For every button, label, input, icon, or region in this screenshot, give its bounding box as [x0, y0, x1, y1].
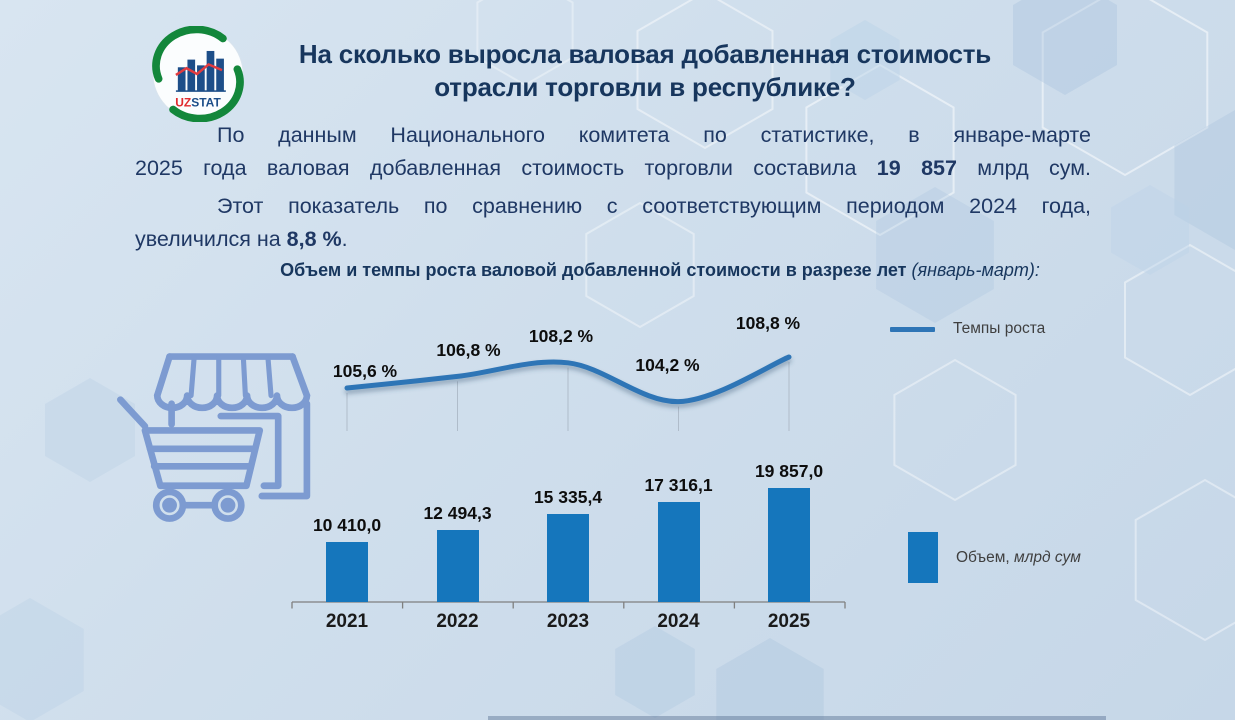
body-paragraph-2-line-2: увеличился на 8,8 %.: [135, 223, 1091, 256]
bar-value-label-2025: 19 857,0: [754, 460, 824, 481]
bar-2021: [326, 542, 368, 602]
p2-text: увеличился на: [135, 226, 287, 251]
x-axis-label-2025: 2025: [767, 611, 811, 632]
svg-text:UZSTAT: UZSTAT: [175, 96, 221, 110]
uzstat-logo-icon: UZSTAT: [152, 25, 244, 123]
chart-title-main: Объем и темпы роста валовой добавленной …: [280, 260, 912, 280]
x-axis-label-2021: 2021: [325, 611, 369, 632]
bottom-accent-bar: [488, 716, 1106, 720]
chart-title: Объем и темпы роста валовой добавленной …: [85, 260, 1235, 281]
p1-bold-value: 19 857: [876, 155, 957, 180]
p1-text-end: млрд сум.: [956, 155, 1092, 180]
line-point-label-2021: 105,6 %: [332, 361, 398, 381]
line-point-label-2022: 106,8 %: [436, 340, 501, 360]
bar-2022: [436, 530, 479, 602]
logo-text-stat: STAT: [191, 96, 221, 110]
body-text: По данным Национального комитета по стат…: [135, 119, 1091, 255]
bar-value-label-2021: 10 410,0: [312, 515, 382, 535]
legend-growth-rate: Темпы роста: [890, 320, 1045, 338]
chart-title-period: (январь-март):: [911, 260, 1040, 280]
logo-bars-icon: [175, 50, 226, 92]
legend-growth-rate-label: Темпы роста: [953, 320, 1046, 337]
legend-volume: Объем, млрд сум: [908, 532, 1081, 583]
shopping-cart-icon: [117, 396, 264, 522]
line-point-label-2025: 108,8 %: [735, 313, 801, 333]
x-axis-label-2023: 2023: [546, 611, 590, 632]
p2-text-end: .: [341, 226, 348, 251]
bar-2023: [547, 513, 589, 602]
p1-text: 2025 года валовая добавленная стоимость …: [135, 155, 877, 180]
body-paragraph-1-line-2: 2025 года валовая добавленная стоимость …: [135, 152, 1091, 185]
store-cart-icon: [117, 353, 311, 522]
line-swatch-icon: [890, 326, 935, 332]
legend-volume-unit: млрд сум: [1014, 548, 1081, 566]
page-title-line2: отрасли торговли в республике?: [434, 72, 856, 102]
bar-2025: [768, 487, 810, 602]
page-title-line1: На сколько выросла валовая добавленная с…: [298, 39, 992, 69]
bar-swatch-icon: [908, 532, 938, 583]
page-title: На сколько выросла валовая добавленная с…: [250, 38, 1040, 104]
logo-text-uz: UZ: [175, 96, 191, 110]
x-axis-label-2022: 2022: [436, 611, 479, 632]
bar-value-label-2022: 12 494,3: [423, 503, 492, 523]
storefront-awning-icon: [153, 353, 311, 500]
bar-value-label-2024: 17 316,1: [644, 475, 713, 496]
body-paragraph-2-line-1: Этот показатель по сравнению с соответст…: [217, 194, 1091, 218]
p2-bold-value: 8,8 %: [286, 226, 342, 251]
line-point-label-2023: 108,2 %: [528, 326, 594, 346]
uzstat-logo: UZSTAT: [150, 25, 246, 123]
x-axis-label-2024: 2024: [657, 611, 700, 632]
line-point-label-2024: 104,2 %: [635, 355, 700, 375]
legend-volume-label: Объем, млрд сум: [956, 549, 1081, 567]
body-paragraph-1-line-1: По данным Национального комитета по стат…: [217, 123, 1091, 147]
legend-volume-word: Объем,: [956, 548, 1014, 566]
bar-2024: [657, 502, 700, 602]
bar-value-label-2023: 15 335,4: [533, 486, 603, 507]
logo-trend-line-icon: [175, 62, 223, 77]
